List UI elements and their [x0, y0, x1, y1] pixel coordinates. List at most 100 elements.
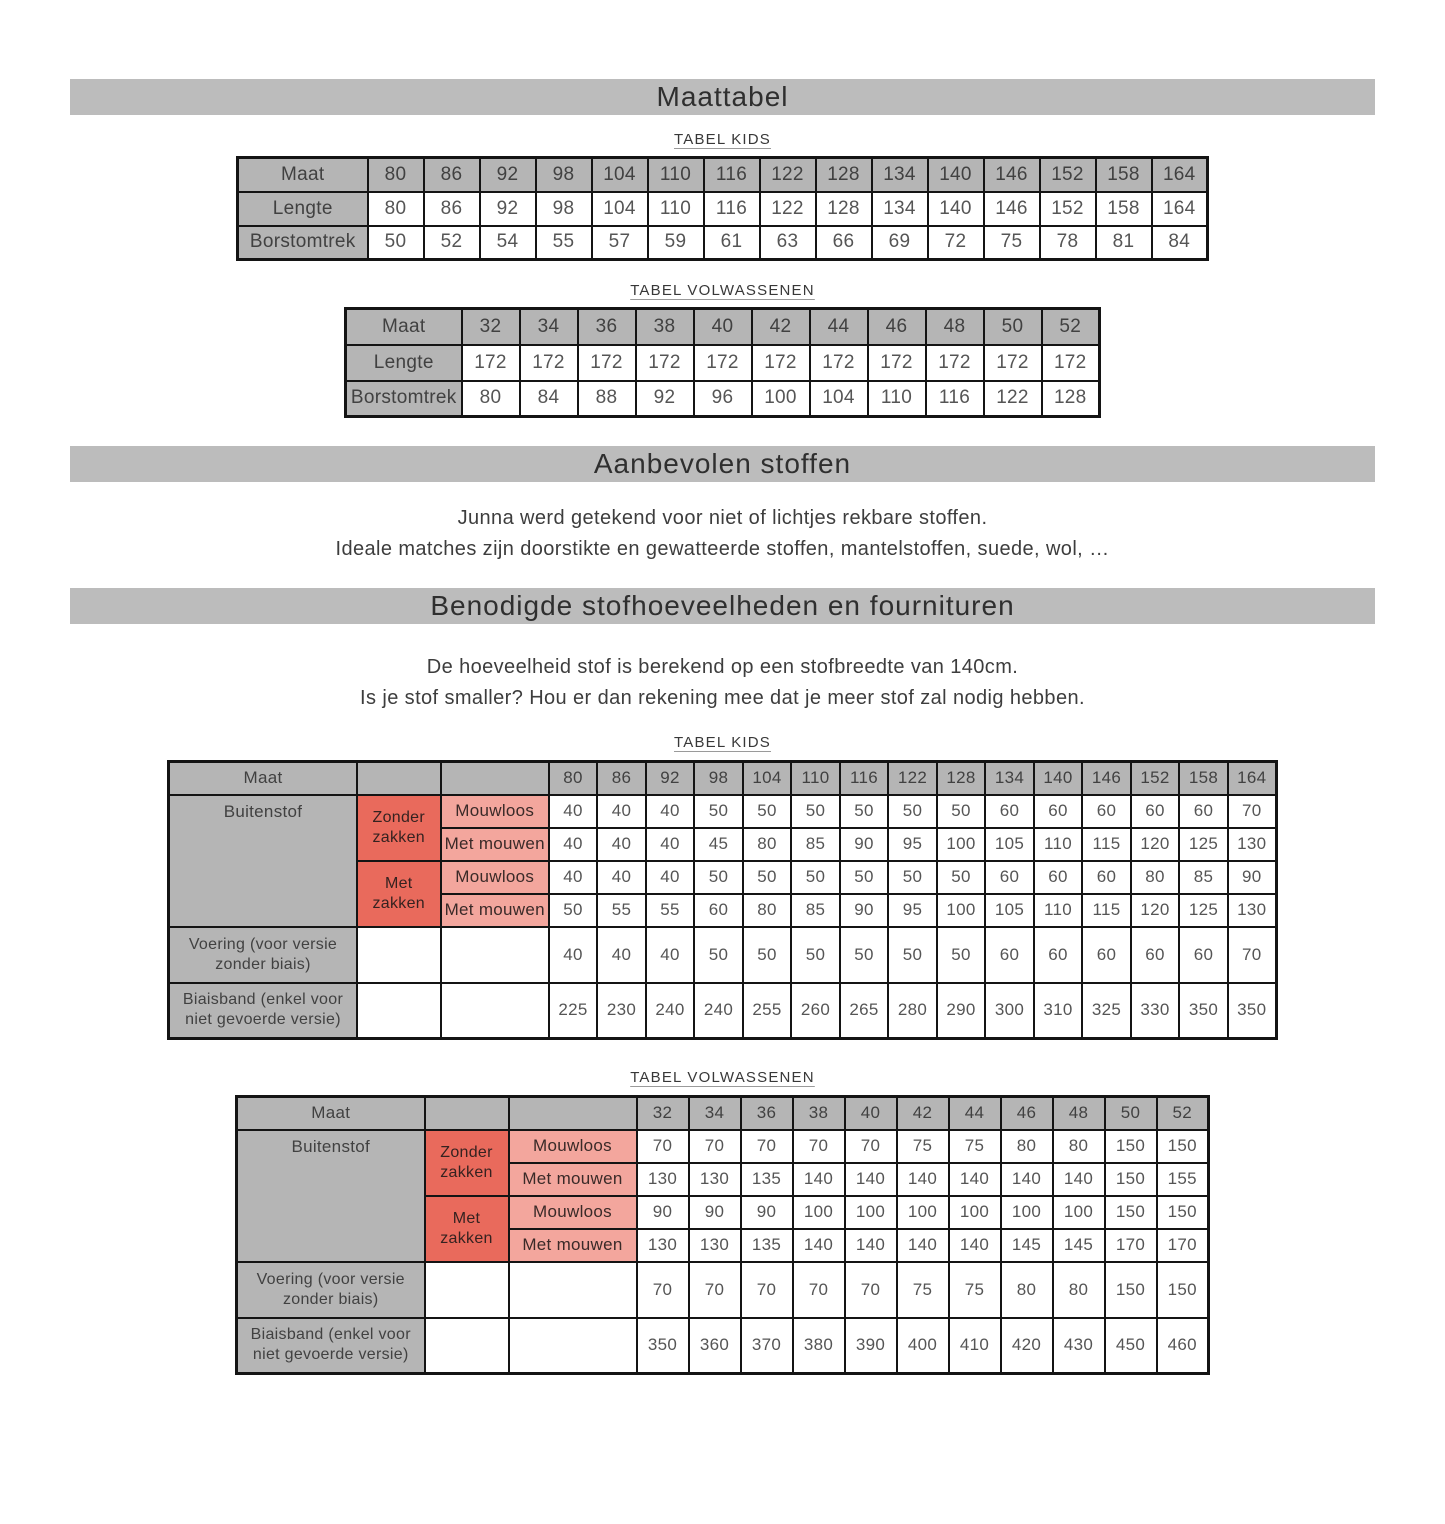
value-cell: 265: [838, 981, 890, 1040]
value-cell: 60: [1129, 793, 1181, 829]
value-cell: 75: [947, 1128, 1002, 1164]
row-label-cell: Biaisband (enkel voor niet gevoerde vers…: [167, 981, 358, 1040]
value-cell: 40: [547, 859, 599, 895]
value-cell: 40: [596, 826, 647, 862]
value-cell: 90: [1226, 859, 1278, 895]
value-cell: 128: [1040, 379, 1101, 418]
value-cell: 92: [478, 190, 537, 227]
value-cell: 80: [1051, 1128, 1106, 1164]
value-cell: 150: [1103, 1194, 1158, 1230]
value-cell: 140: [926, 190, 985, 227]
value-cell: 66: [814, 224, 873, 261]
value-cell: 110: [646, 190, 705, 227]
size-header-cell: 44: [808, 307, 869, 346]
value-cell: 140: [895, 1161, 950, 1197]
empty-cell: [423, 1316, 510, 1375]
value-cell: 100: [843, 1194, 898, 1230]
value-cell: 100: [895, 1194, 950, 1230]
value-cell: 50: [838, 859, 890, 895]
value-cell: 80: [741, 892, 793, 928]
size-header-cell: 52: [1040, 307, 1101, 346]
size-header-cell: 86: [596, 760, 647, 796]
value-cell: 172: [924, 343, 985, 382]
value-cell: 80: [1129, 859, 1181, 895]
value-cell: 116: [924, 379, 985, 418]
variant-label-cell: Mouwloos: [439, 793, 550, 829]
value-cell: 145: [1051, 1227, 1106, 1263]
value-cell: 240: [693, 981, 744, 1040]
size-header-cell: 128: [814, 156, 873, 193]
value-cell: 40: [547, 793, 599, 829]
value-cell: 140: [843, 1227, 898, 1263]
value-cell: 172: [692, 343, 753, 382]
value-cell: 172: [634, 343, 695, 382]
value-cell: 88: [576, 379, 637, 418]
value-cell: 50: [366, 224, 425, 261]
value-cell: 100: [935, 892, 987, 928]
size-header-cell: 34: [518, 307, 579, 346]
value-cell: 104: [808, 379, 869, 418]
empty-cell: [439, 760, 550, 796]
variant-label-cell: Met mouwen: [439, 826, 550, 862]
size-header-cell: 146: [1081, 760, 1132, 796]
value-cell: 60: [1129, 925, 1181, 984]
value-cell: 146: [982, 190, 1041, 227]
value-cell: 255: [741, 981, 793, 1040]
row-label-cell: Borstomtrek: [344, 379, 463, 418]
value-cell: 125: [1178, 826, 1229, 862]
row-label-cell: Lengte: [344, 343, 463, 382]
value-cell: 145: [999, 1227, 1054, 1263]
value-cell: 70: [843, 1260, 898, 1319]
size-header-cell: 140: [1032, 760, 1084, 796]
size-header-cell: 44: [947, 1095, 1002, 1131]
value-cell: 280: [887, 981, 938, 1040]
value-cell: 69: [870, 224, 929, 261]
value-cell: 60: [693, 892, 744, 928]
value-cell: 150: [1155, 1194, 1210, 1230]
value-cell: 84: [1150, 224, 1209, 261]
size-header-cell: 86: [422, 156, 481, 193]
value-cell: 55: [534, 224, 593, 261]
outer-label-cell: Buitenstof: [167, 793, 358, 928]
size-header-cell: 42: [750, 307, 811, 346]
row-label-cell: Maat: [236, 156, 369, 193]
value-cell: 115: [1081, 892, 1132, 928]
size-header-cell: 110: [646, 156, 705, 193]
value-cell: 70: [791, 1260, 846, 1319]
value-cell: 130: [635, 1227, 690, 1263]
value-cell: 50: [887, 793, 938, 829]
value-cell: 158: [1094, 190, 1153, 227]
adults-fabric-table: Maat 32 34 36 38 40 42 44 46 48 50 52 Buitenstof Zond…: [235, 1095, 1210, 1375]
value-cell: 130: [687, 1161, 742, 1197]
size-header-cell: 104: [590, 156, 649, 193]
value-cell: 40: [644, 793, 696, 829]
row-label-cell: Lengte: [236, 190, 369, 227]
group-label-cell: Met zakken: [355, 859, 442, 928]
page-title: Maattabel: [656, 81, 789, 112]
value-cell: 125: [1178, 892, 1229, 928]
value-cell: 92: [634, 379, 695, 418]
value-cell: 105: [984, 892, 1035, 928]
value-cell: 170: [1103, 1227, 1158, 1263]
size-header-cell: 80: [366, 156, 425, 193]
value-cell: 152: [1038, 190, 1097, 227]
value-cell: 50: [693, 859, 744, 895]
size-header-cell: 48: [924, 307, 985, 346]
value-cell: 50: [935, 793, 987, 829]
value-cell: 70: [791, 1128, 846, 1164]
size-header-cell: 134: [984, 760, 1035, 796]
outer-label-cell: Buitenstof: [235, 1128, 426, 1263]
value-cell: 260: [790, 981, 841, 1040]
section-header-maattabel: Maattabel: [70, 79, 1375, 115]
value-cell: 75: [895, 1128, 950, 1164]
size-header-cell: 46: [866, 307, 927, 346]
row-label-cell: Biaisband (enkel voor niet gevoerde vers…: [235, 1316, 426, 1375]
size-header-cell: 98: [693, 760, 744, 796]
value-cell: 75: [895, 1260, 950, 1319]
variant-label-cell: Mouwloos: [507, 1128, 638, 1164]
value-cell: 50: [935, 925, 987, 984]
requirements-heading: Benodigde stofhoeveelheden en fourniture…: [430, 590, 1015, 621]
value-cell: 60: [984, 859, 1035, 895]
value-cell: 40: [644, 826, 696, 862]
value-cell: 50: [693, 793, 744, 829]
